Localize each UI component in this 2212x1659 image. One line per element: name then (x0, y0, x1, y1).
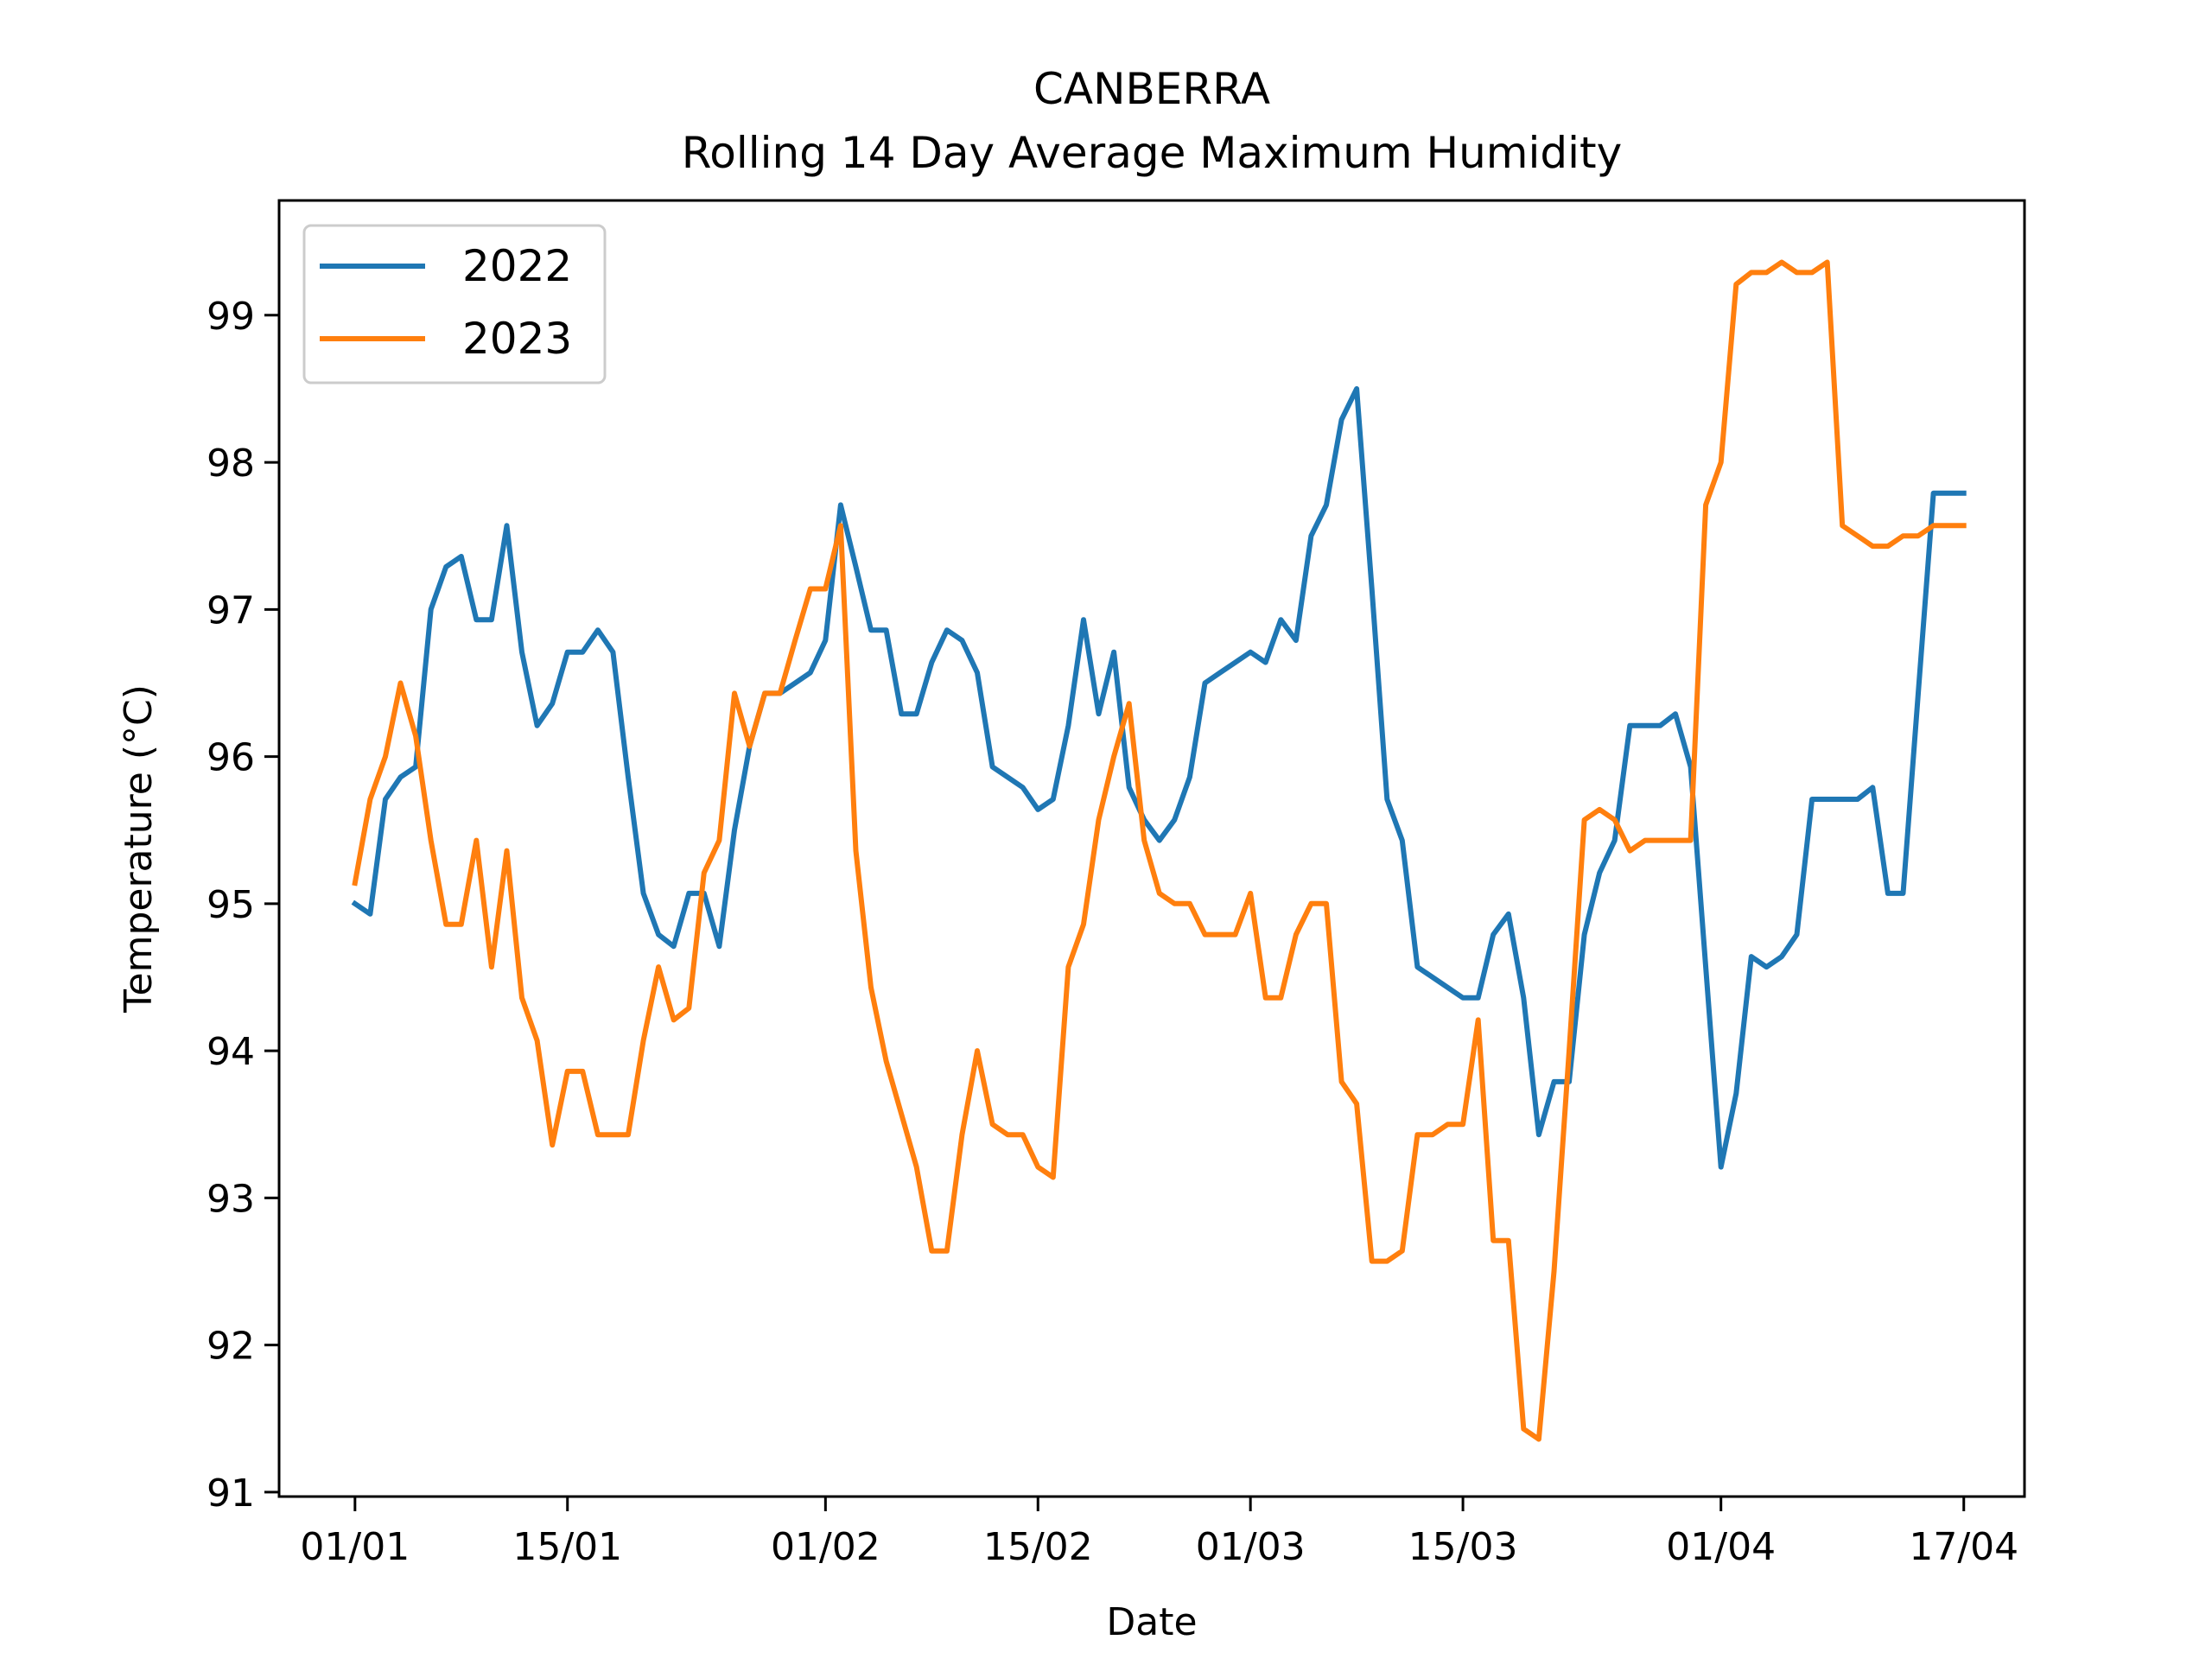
y-tick-label: 99 (207, 295, 255, 339)
y-tick-label: 93 (207, 1177, 255, 1221)
x-tick-label: 01/02 (771, 1525, 880, 1569)
x-tick-label: 17/04 (1909, 1525, 2018, 1569)
legend-label-2023: 2023 (462, 314, 572, 364)
plot-area: 01/01 15/01 01/02 15/02 01/03 15/03 01/04 17/04… (207, 199, 2026, 1569)
x-tick-label: 01/03 (1196, 1525, 1306, 1569)
y-axis-ticks: 91 92 93 94 95 96 97 98 99 (207, 295, 279, 1516)
series-line-2023 (352, 259, 1967, 1442)
series-line-2022 (351, 385, 1967, 1170)
x-tick-label: 01/04 (1666, 1525, 1776, 1569)
x-axis-label: Date (1106, 1600, 1197, 1644)
x-axis-ticks: 01/01 15/01 01/02 15/02 01/03 15/03 01/04 17/04 (300, 1497, 2018, 1569)
legend-label-2022: 2022 (462, 241, 572, 291)
y-axis-label: Temperature (°C) (117, 684, 161, 1014)
y-tick-label: 91 (207, 1471, 255, 1516)
x-tick-label: 15/02 (983, 1525, 1093, 1569)
x-tick-label: 15/03 (1408, 1525, 1518, 1569)
y-tick-label: 94 (207, 1030, 255, 1074)
x-tick-label: 15/01 (512, 1525, 622, 1569)
y-tick-label: 98 (207, 442, 255, 486)
series-layer (351, 259, 1967, 1442)
legend: 2022 2023 (302, 224, 607, 385)
chart-subtitle: Rolling 14 Day Average Maximum Humidity (682, 128, 1622, 178)
x-tick-label: 01/01 (300, 1525, 410, 1569)
y-tick-label: 97 (207, 588, 255, 632)
y-tick-label: 95 (207, 883, 255, 927)
y-tick-label: 96 (207, 736, 255, 780)
axes-frame (277, 199, 2026, 1498)
y-tick-label: 92 (207, 1325, 255, 1369)
chart-title: CANBERRA (1033, 64, 1270, 114)
